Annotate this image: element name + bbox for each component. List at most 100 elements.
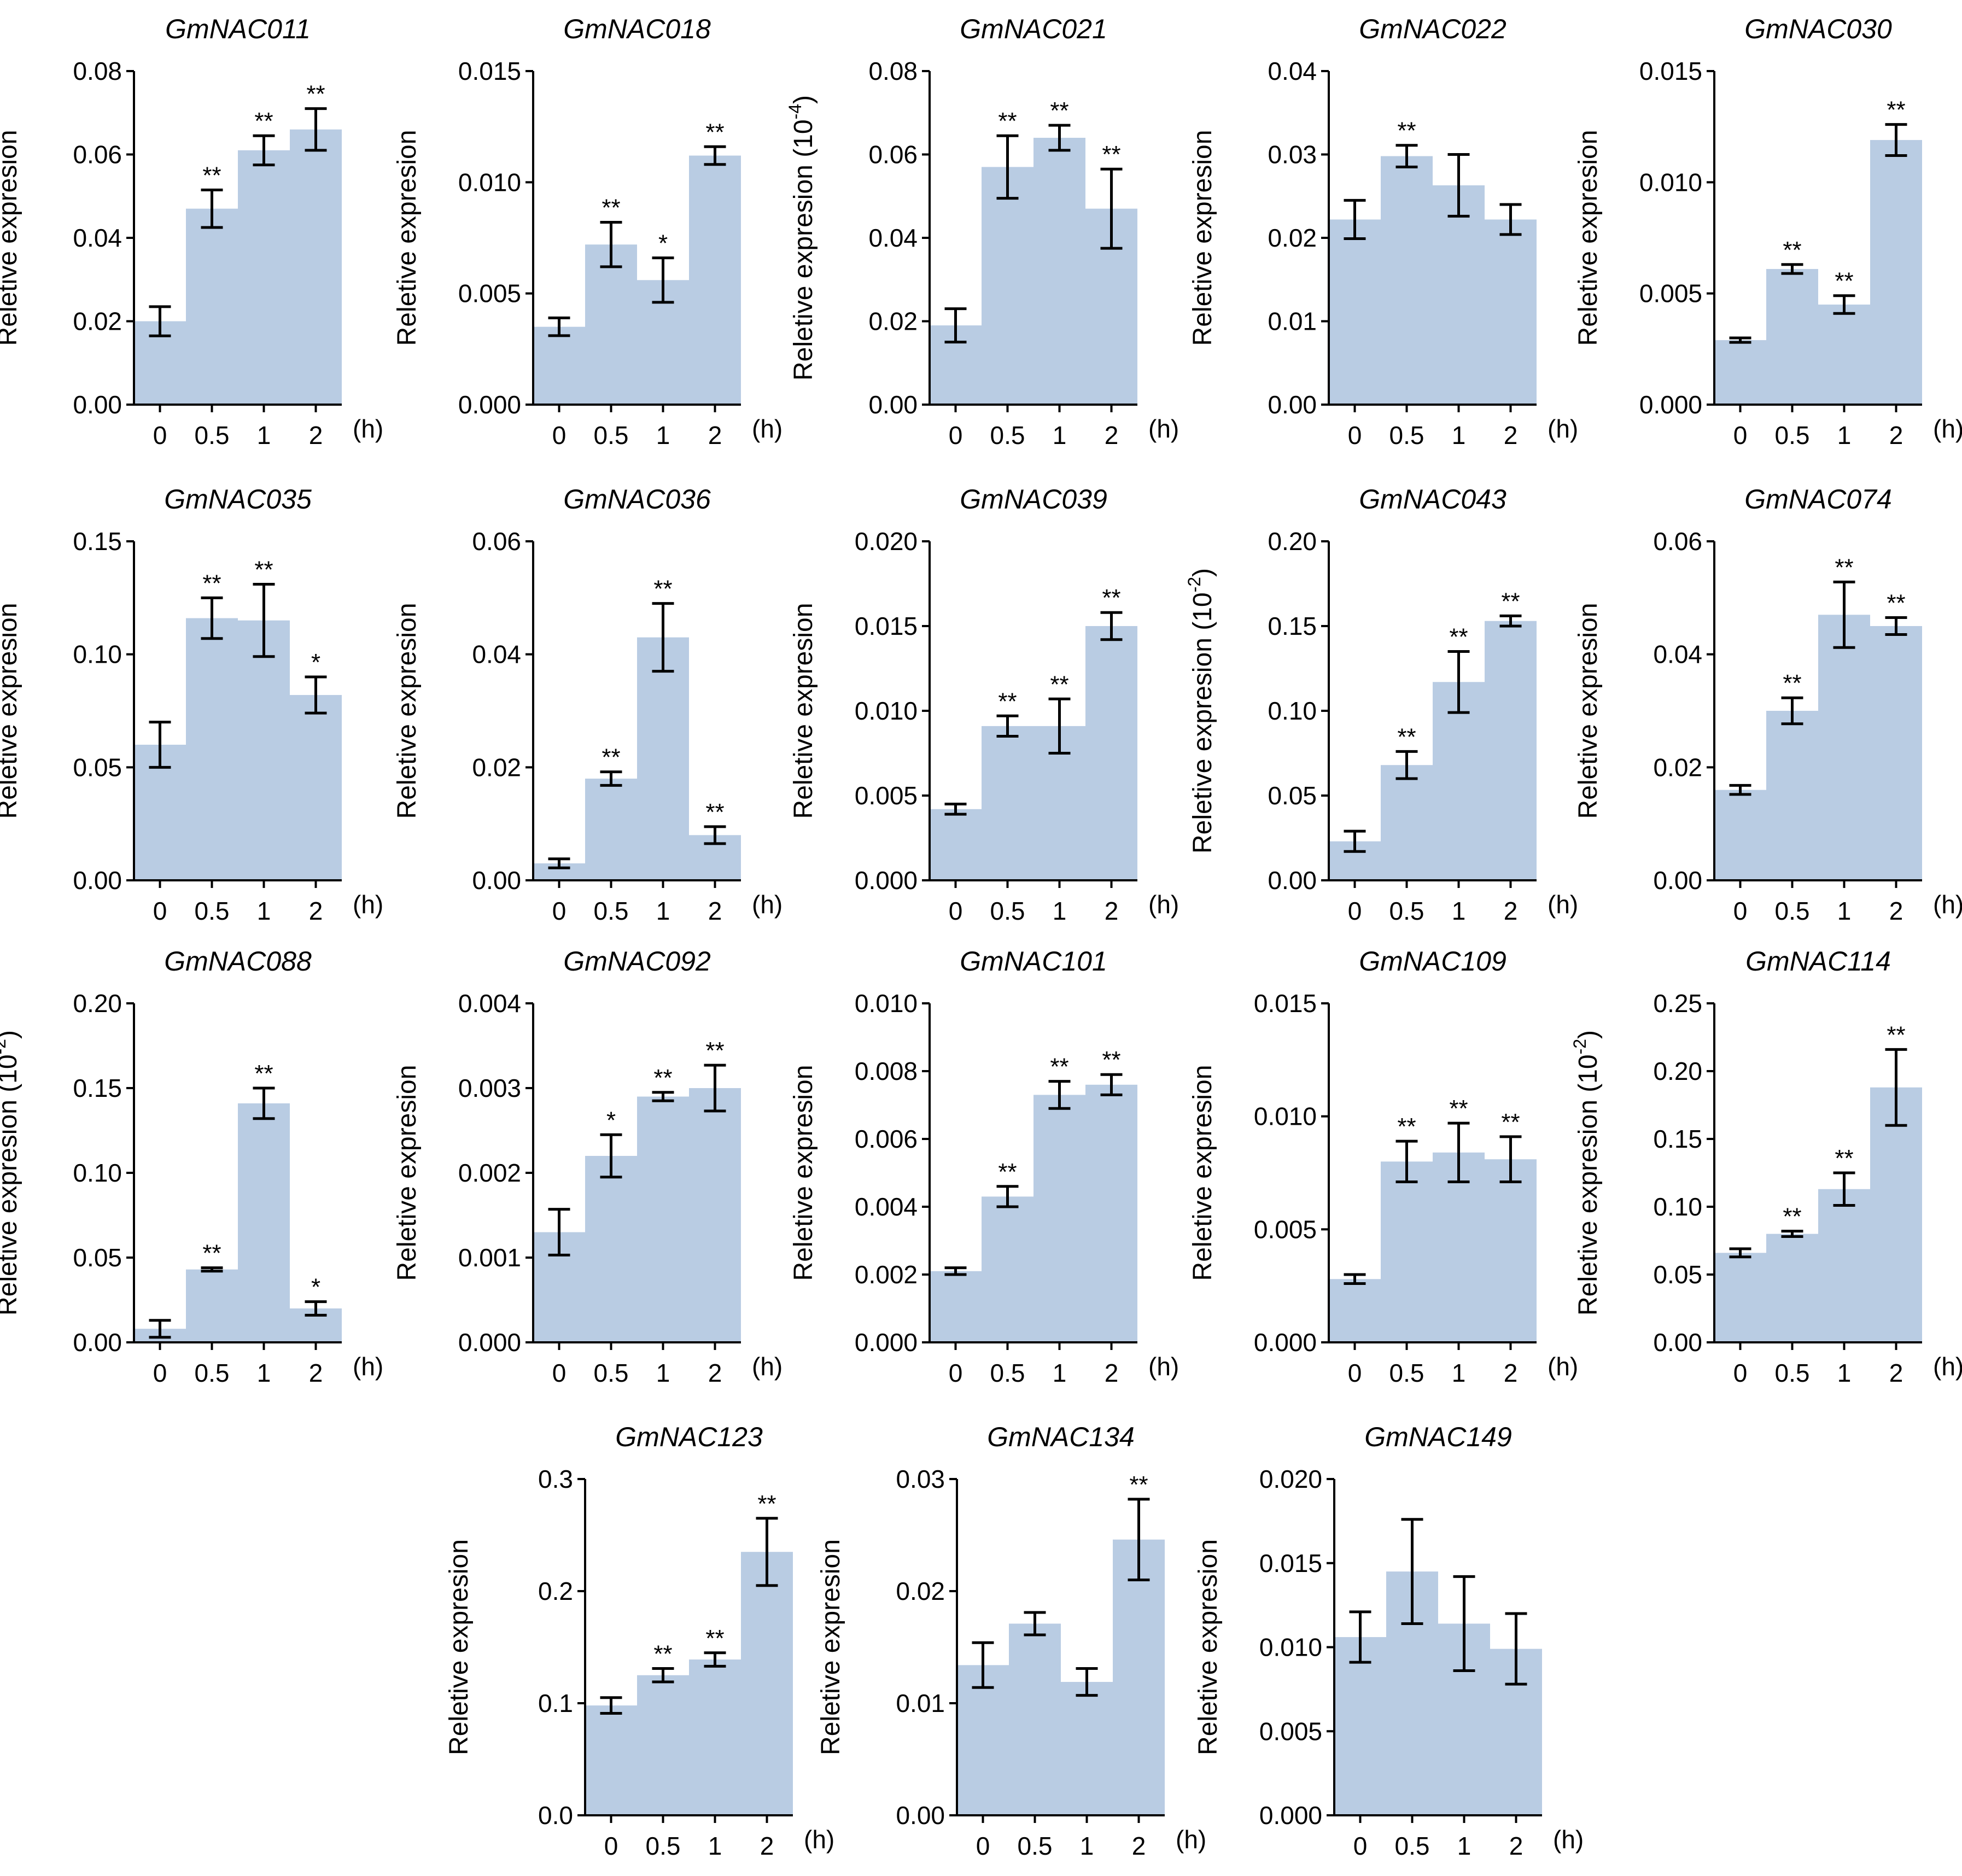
y-axis-label: Reletive expresion	[1188, 130, 1217, 346]
x-tick-label: 0.5	[1775, 897, 1810, 925]
y-tick-label: 0.02	[868, 307, 918, 336]
significance-marker: *	[311, 1274, 320, 1301]
y-tick-label: 0.06	[868, 141, 918, 169]
bar-0	[1329, 219, 1381, 405]
y-tick-label: 0.000	[458, 390, 521, 419]
bar-0	[1714, 340, 1766, 405]
x-tick-label: 2	[1105, 1359, 1119, 1387]
chart-title: GmNAC092	[563, 946, 711, 977]
chart-title: GmNAC030	[1744, 14, 1892, 44]
y-tick-label: 0.08	[73, 57, 122, 85]
y-axis-label-exponent: -2	[1184, 577, 1204, 592]
bar-0.5	[982, 1196, 1033, 1342]
y-axis-label-text: Reletive expresion	[789, 1065, 818, 1281]
y-tick-label: 0.15	[73, 527, 122, 556]
y-tick-label: 0.05	[73, 753, 122, 781]
bar-0.5	[585, 244, 637, 405]
y-axis-label-close: )	[789, 95, 818, 104]
significance-marker: **	[602, 744, 620, 771]
y-axis-label-exponent: -2	[1570, 1039, 1590, 1054]
x-tick-label: 2	[1889, 421, 1903, 449]
significance-marker: **	[1501, 588, 1520, 615]
y-axis-label: Reletive expresion	[0, 130, 22, 346]
x-unit-label: (h)	[1933, 890, 1962, 919]
y-tick-label: 0.004	[458, 989, 521, 1018]
y-tick-label: 0.02	[1653, 753, 1702, 781]
x-tick-label: 2	[1889, 1359, 1903, 1387]
y-axis-label: Reletive expresion	[393, 603, 422, 819]
chart-panel-GmNAC134: GmNAC134 0 0.5 1 ** 2 0.00 0.01 0.02 0.03 (h) Relet…	[816, 1422, 1206, 1860]
bar-1	[637, 1096, 689, 1342]
y-tick-label: 0.006	[855, 1125, 918, 1153]
x-tick-label: 2	[1509, 1832, 1523, 1860]
x-tick-label: 0	[153, 1359, 167, 1387]
y-tick-label: 0.02	[1268, 224, 1317, 252]
bar-0.5	[186, 1269, 238, 1342]
x-tick-label: 0	[976, 1832, 990, 1860]
significance-marker: **	[1887, 590, 1905, 617]
significance-marker: **	[998, 1159, 1017, 1185]
y-tick-label: 0.000	[855, 1328, 918, 1357]
x-tick-label: 0	[1348, 421, 1362, 449]
chart-panel-GmNAC114: GmNAC114 0 ** 0.5 ** 1 ** 2 0.00 0.05 0.10 0.15 0.20…	[1570, 946, 1962, 1387]
x-unit-label: (h)	[1933, 1352, 1962, 1381]
x-tick-label: 1	[656, 897, 670, 925]
y-tick-label: 0.03	[1268, 141, 1317, 169]
y-tick-label: 0.010	[855, 697, 918, 725]
x-tick-label: 1	[1053, 421, 1067, 449]
x-tick-label: 0.5	[990, 1359, 1025, 1387]
y-tick-label: 0.15	[1653, 1125, 1702, 1153]
y-axis-label: Reletive expresion	[393, 130, 422, 346]
x-unit-label: (h)	[1553, 1825, 1584, 1854]
x-tick-label: 2	[1132, 1832, 1146, 1860]
y-tick-label: 0.010	[1254, 1102, 1317, 1131]
y-tick-label: 0.04	[1653, 640, 1702, 669]
y-tick-label: 0.04	[472, 640, 521, 669]
bar-1	[1818, 1189, 1870, 1342]
bar-1	[238, 1103, 290, 1342]
bar-0.5	[1009, 1623, 1061, 1815]
y-tick-label: 0.008	[855, 1057, 918, 1085]
y-tick-label: 0.04	[1268, 57, 1317, 85]
bar-2	[1870, 626, 1922, 880]
chart-panel-GmNAC018: GmNAC018 0 ** 0.5 * 1 ** 2 0.000 0.005 0.010 0.015 (…	[393, 14, 783, 449]
chart-title: GmNAC035	[164, 484, 312, 515]
significance-marker: *	[606, 1107, 616, 1133]
x-tick-label: 2	[309, 421, 323, 449]
significance-marker: **	[202, 570, 221, 597]
bar-0.5	[637, 1675, 689, 1815]
y-tick-label: 0.15	[1268, 612, 1317, 640]
y-tick-label: 0.000	[1639, 390, 1702, 419]
significance-marker: **	[1783, 237, 1801, 264]
bar-0.5	[1381, 1161, 1433, 1342]
bar-0	[1334, 1637, 1386, 1815]
x-tick-label: 0.5	[646, 1832, 681, 1860]
bar-2	[1113, 1539, 1165, 1815]
y-tick-label: 0.020	[1259, 1465, 1322, 1493]
x-tick-label: 1	[1452, 421, 1466, 449]
y-tick-label: 0.1	[538, 1689, 573, 1717]
chart-title: GmNAC149	[1364, 1422, 1512, 1452]
x-tick-label: 0.5	[195, 421, 230, 449]
x-tick-label: 1	[656, 1359, 670, 1387]
y-tick-label: 0.01	[1268, 307, 1317, 336]
x-tick-label: 0	[153, 421, 167, 449]
bar-2	[1485, 1159, 1537, 1342]
y-tick-label: 0.002	[855, 1260, 918, 1289]
bar-0	[1329, 1279, 1381, 1342]
y-tick-label: 0.004	[855, 1193, 918, 1221]
bar-0	[957, 1665, 1009, 1815]
x-tick-label: 0	[1353, 1832, 1368, 1860]
y-axis-label: Reletive expresion	[393, 1065, 422, 1281]
y-tick-label: 0.10	[1653, 1193, 1702, 1221]
significance-marker: **	[254, 557, 273, 583]
chart-title: GmNAC088	[164, 946, 312, 977]
y-tick-label: 0.02	[896, 1577, 945, 1605]
y-axis-label-text: Reletive expresion	[393, 130, 422, 346]
x-unit-label: (h)	[1548, 414, 1578, 443]
bar-0.5	[1381, 156, 1433, 405]
x-unit-label: (h)	[1148, 890, 1179, 919]
chart-title: GmNAC123	[615, 1422, 763, 1452]
x-tick-label: 1	[708, 1832, 722, 1860]
x-tick-label: 0.5	[1389, 897, 1424, 925]
